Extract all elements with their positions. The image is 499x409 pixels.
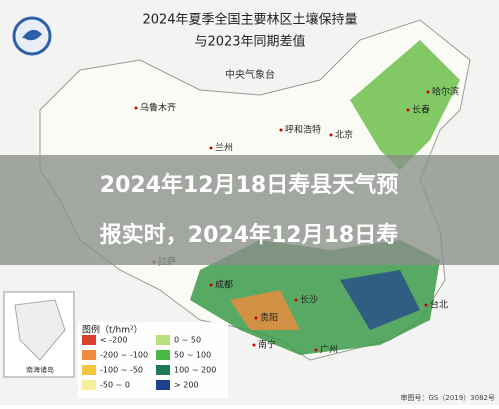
approval-number: 审图号：GS（2019）3082号 [401, 393, 496, 402]
city-dot [294, 298, 298, 302]
legend-label: -200 ~ -100 [100, 351, 148, 360]
legend-swatch [82, 335, 96, 345]
legend-label: -50 ~ 0 [100, 381, 130, 390]
legend-label: -100 ~ -50 [100, 366, 143, 375]
city-label: 哈尔滨 [432, 86, 459, 98]
city-label: 呼和浩特 [285, 124, 321, 136]
overlay-banner [0, 155, 499, 265]
legend-swatch [82, 380, 96, 390]
city-dot [424, 303, 428, 307]
legend-title: 图例（t/hm²） [82, 324, 143, 336]
city-label: 兰州 [215, 142, 233, 154]
legend-swatch [156, 380, 170, 390]
overlay-line2: 报实时，2024年12月18日寿 [100, 222, 398, 248]
city-dot [134, 106, 138, 110]
city-label: 广州 [320, 344, 338, 356]
inset-map [14, 299, 66, 361]
title-line2: 与2023年同期差值 [194, 34, 305, 50]
city-dot [209, 283, 213, 287]
city-dot [252, 343, 256, 347]
city-label: 成都 [215, 279, 233, 291]
city-label: 乌鲁木齐 [140, 102, 176, 114]
legend-swatch [82, 350, 96, 360]
inset-label: 南海诸岛 [26, 365, 54, 374]
agency: 中央气象台 [225, 68, 275, 81]
legend-label: 50 ~ 100 [174, 351, 211, 360]
legend-label: 0 ~ 50 [174, 336, 201, 345]
city-dot [254, 316, 258, 320]
city-dot [329, 133, 333, 137]
forest-ne [350, 40, 460, 170]
city-dot [279, 128, 283, 132]
city-label: 贵阳 [260, 312, 278, 324]
overlay-line1: 2024年12月18日寿县天气预 [100, 172, 398, 198]
legend-swatch [156, 335, 170, 345]
city-dot [314, 348, 318, 352]
legend-swatch [156, 365, 170, 375]
legend-swatch [82, 365, 96, 375]
city-label: 南宁 [258, 339, 276, 351]
city-label: 台北 [430, 299, 448, 311]
city-dot [406, 108, 410, 112]
legend-box [78, 322, 228, 398]
legend-label: > 200 [174, 381, 199, 390]
city-dot [426, 90, 430, 94]
city-label: 长沙 [300, 294, 318, 306]
legend-swatch [156, 350, 170, 360]
city-label: 北京 [335, 129, 353, 141]
city-label: 长春 [412, 104, 430, 116]
legend-label: 100 ~ 200 [174, 366, 216, 375]
increase-area [340, 270, 420, 330]
city-dot [209, 146, 213, 150]
decrease-area [230, 290, 300, 330]
title-line1: 2024年夏季全国主要林区土壤保持量 [142, 12, 357, 28]
legend-label: < -200 [100, 336, 127, 345]
logo-mark [22, 29, 42, 41]
